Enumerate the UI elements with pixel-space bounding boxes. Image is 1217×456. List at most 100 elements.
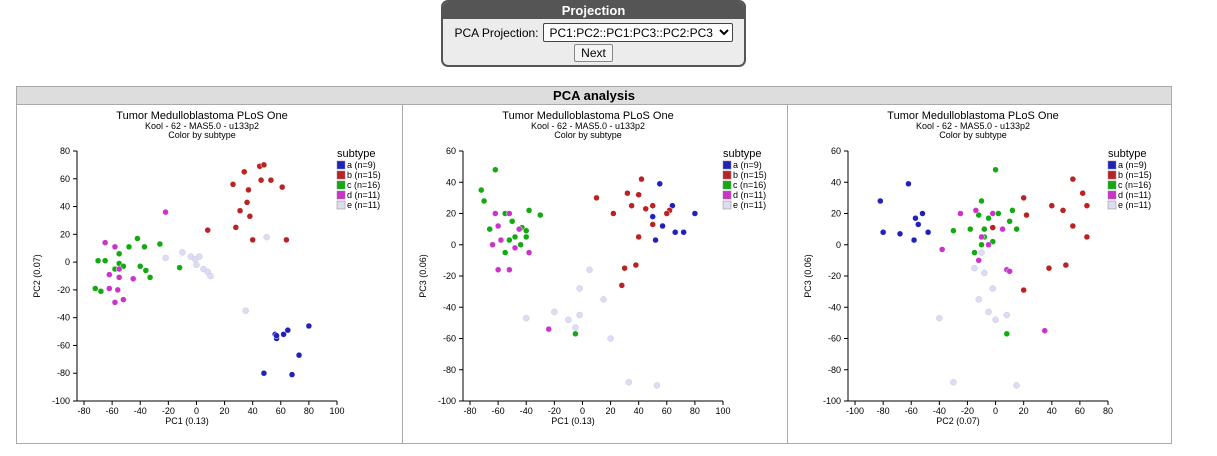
data-point-b xyxy=(632,261,640,269)
data-point-c xyxy=(978,241,985,248)
data-point-e xyxy=(522,314,530,322)
data-point-d xyxy=(972,207,980,214)
x-tick-label: 100 xyxy=(329,406,344,416)
x-tick-label: -100 xyxy=(846,406,864,416)
y-tick-label: 60 xyxy=(831,146,841,156)
x-tick-label: 20 xyxy=(606,406,616,416)
data-point-b xyxy=(1059,207,1067,214)
data-point-c xyxy=(115,250,123,258)
data-point-d xyxy=(162,208,169,216)
x-tick-label: -40 xyxy=(520,406,533,416)
x-tick-label: 20 xyxy=(220,406,230,416)
data-point-a xyxy=(910,236,918,244)
y-tick-label: 0 xyxy=(451,240,456,250)
data-point-e xyxy=(989,285,997,292)
legend-title: subtype xyxy=(1108,148,1147,160)
legend-label-a: a (n=9) xyxy=(347,160,376,170)
y-tick-label: -100 xyxy=(438,396,456,406)
legend-swatch-d xyxy=(722,190,732,200)
chart-subtitle-color: Color by subtype xyxy=(168,130,236,140)
x-tick-label: -40 xyxy=(933,406,946,416)
data-point-c xyxy=(101,257,109,264)
data-point-c xyxy=(136,263,144,270)
y-tick-label: -40 xyxy=(443,302,456,312)
data-point-b xyxy=(229,181,237,188)
data-point-b xyxy=(1069,175,1077,183)
data-point-b xyxy=(663,210,671,217)
data-point-b xyxy=(621,264,628,272)
x-tick-label: -60 xyxy=(106,406,119,416)
legend-swatch-a xyxy=(336,160,346,170)
data-point-d xyxy=(506,266,513,273)
data-point-c xyxy=(492,166,499,173)
data-point-e xyxy=(263,233,270,241)
data-point-c xyxy=(146,274,154,281)
x-axis-label: PC1 (0.13) xyxy=(165,416,209,426)
x-tick-label: -80 xyxy=(78,406,91,416)
data-point-d xyxy=(494,222,502,230)
x-tick-label: 0 xyxy=(194,406,199,416)
next-button[interactable]: Next xyxy=(574,44,613,62)
data-point-c xyxy=(501,249,509,256)
data-point-b xyxy=(628,202,635,209)
data-point-e xyxy=(653,382,661,389)
data-point-d xyxy=(101,239,109,246)
y-tick-label: -20 xyxy=(443,271,456,281)
pca-analysis-title: PCA analysis xyxy=(17,87,1171,105)
data-point-c xyxy=(511,233,519,241)
legend-swatch-b xyxy=(1107,170,1117,180)
x-tick-label: 40 xyxy=(1047,406,1057,416)
y-tick-label: -40 xyxy=(57,313,70,323)
legend-label-e: e (n=11) xyxy=(1118,200,1151,210)
x-tick-label: -60 xyxy=(905,406,918,416)
data-point-d xyxy=(957,210,964,217)
y-tick-label: -80 xyxy=(57,368,70,378)
y-tick-label: 20 xyxy=(831,209,841,219)
data-point-a xyxy=(924,229,932,236)
y-tick-label: -100 xyxy=(823,396,841,406)
data-point-d xyxy=(492,210,499,217)
x-tick-label: -80 xyxy=(877,406,890,416)
data-point-d xyxy=(106,285,113,292)
legend-label-c: c (n=16) xyxy=(347,180,380,190)
data-point-e xyxy=(975,296,982,303)
data-point-d xyxy=(129,275,137,283)
data-point-b xyxy=(249,236,256,244)
data-point-c xyxy=(176,264,183,271)
data-point-b xyxy=(236,207,244,214)
y-axis-label: PC3 (0.06) xyxy=(418,254,428,298)
data-point-c xyxy=(525,207,533,214)
data-point-b xyxy=(624,189,631,197)
data-point-b xyxy=(1083,233,1091,241)
data-point-d xyxy=(999,225,1006,233)
legend-title: subtype xyxy=(337,148,376,160)
data-point-b xyxy=(642,205,649,213)
data-point-e xyxy=(565,316,572,323)
data-point-b xyxy=(204,226,211,234)
data-point-b xyxy=(1048,202,1056,209)
y-tick-label: -60 xyxy=(828,334,841,344)
data-point-e xyxy=(992,316,999,323)
data-point-a xyxy=(273,332,280,339)
legend-label-b: b (n=15) xyxy=(733,170,767,180)
projection-box: Projection PCA Projection: PC1:PC2::PC1:… xyxy=(441,0,746,67)
legend-label-a: a (n=9) xyxy=(1118,160,1147,170)
data-point-c xyxy=(975,211,982,219)
chart-subtitle: Kool - 62 - MAS5.0 - u133p2 xyxy=(145,121,259,131)
projection-select[interactable]: PC1:PC2::PC1:PC3::PC2:PC3 xyxy=(542,23,733,42)
y-tick-label: 20 xyxy=(60,229,70,239)
data-point-d xyxy=(489,241,496,248)
data-point-c xyxy=(97,288,105,295)
data-point-a xyxy=(305,322,313,330)
data-point-a xyxy=(656,180,664,188)
projection-row: PCA Projection: PC1:PC2::PC1:PC3::PC2:PC… xyxy=(443,23,744,42)
y-tick-label: -20 xyxy=(57,285,70,295)
data-point-d xyxy=(985,241,992,248)
data-point-b xyxy=(257,176,265,184)
data-point-c xyxy=(92,285,99,292)
legend-label-a: a (n=9) xyxy=(733,160,762,170)
data-point-b xyxy=(243,199,251,206)
x-tick-label: 80 xyxy=(690,406,700,416)
data-point-b xyxy=(649,221,656,228)
data-point-a xyxy=(659,222,666,230)
